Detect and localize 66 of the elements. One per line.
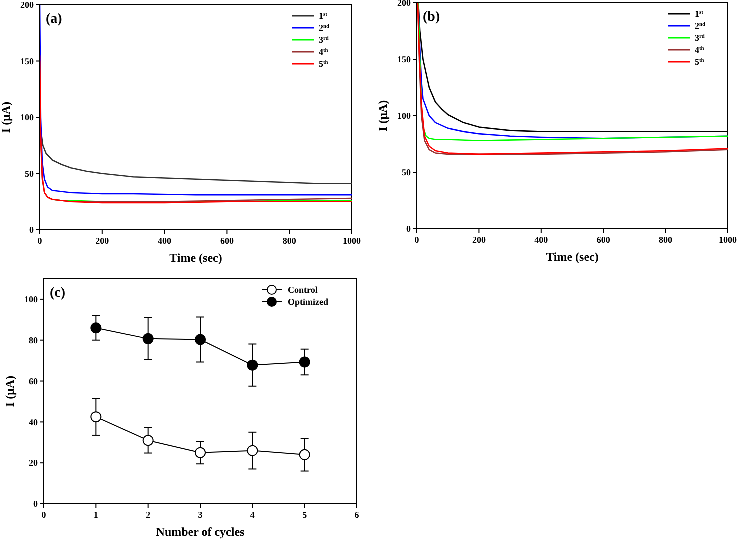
y-tick-label: 200 <box>398 0 412 8</box>
y-axis-title: I (μA) <box>0 102 13 134</box>
x-tick-label: 1000 <box>343 236 362 246</box>
y-tick-label: 50 <box>25 168 34 179</box>
y-tick-label: 100 <box>20 112 34 123</box>
x-tick-label: 600 <box>596 235 611 245</box>
y-tick-label: 150 <box>398 54 412 65</box>
legend-label: 5$^{th}$ <box>319 59 328 70</box>
point <box>247 360 258 371</box>
y-tick-label: 50 <box>402 168 412 178</box>
y-tick-label: 100 <box>24 294 38 305</box>
y-tick-label: 150 <box>20 56 34 66</box>
y-tick-label: 0 <box>30 225 34 236</box>
text: (b) <box>423 10 440 25</box>
legend-label: 3$^{rd}$ <box>319 35 329 46</box>
legend-label: 3$^{rd}$ <box>695 33 705 44</box>
point <box>195 447 206 458</box>
point <box>142 435 154 446</box>
x-tick-label: 1000 <box>719 235 738 245</box>
x-tick-label: 3 <box>198 510 204 520</box>
y-tick-label: 0 <box>34 499 38 510</box>
y-tick-label: 100 <box>398 111 412 122</box>
legend-label: 2$^{nd}$ <box>695 21 706 32</box>
legend-label: 2$^{nd}$ <box>319 23 330 34</box>
x-tick-label: 6 <box>354 510 360 520</box>
text: (c) <box>50 286 66 301</box>
legend-label: 1$^{st}$ <box>319 11 328 22</box>
legend-label: Optimized <box>288 297 328 308</box>
x-tick-label: 0 <box>414 235 420 245</box>
y-tick-label: 60 <box>29 376 38 386</box>
x-tick-label: 0 <box>42 510 47 520</box>
text: (a) <box>46 12 63 27</box>
point <box>142 333 154 344</box>
legend-label: 4$^{th}$ <box>319 47 328 58</box>
x-tick-label: 400 <box>158 236 172 246</box>
x-tick-label: 800 <box>659 235 674 245</box>
x-tick-label: 200 <box>96 236 110 246</box>
y-axis-title: I (μA) <box>376 100 390 132</box>
x-tick-label: 800 <box>282 236 297 246</box>
legend-label: 5$^{th}$ <box>695 57 704 68</box>
line-series <box>40 5 352 196</box>
point <box>299 449 310 460</box>
x-axis-title: Time (sec) <box>546 250 599 264</box>
x-tick-label: 4 <box>250 510 256 520</box>
legend-label: Control <box>288 285 318 296</box>
y-tick-label: 0 <box>406 224 412 234</box>
y-tick-label: 20 <box>29 458 38 468</box>
legend-label: 1$^{st}$ <box>695 9 704 20</box>
y-tick-label: 80 <box>29 336 38 346</box>
x-tick-label: 400 <box>534 235 549 245</box>
point <box>90 322 102 334</box>
x-tick-label: 200 <box>472 235 486 245</box>
point <box>247 445 258 456</box>
x-tick-label: 5 <box>302 510 308 520</box>
point <box>299 356 310 368</box>
x-axis-title: Time (sec) <box>170 251 222 265</box>
x-axis-title: Number of cycles <box>156 525 246 539</box>
point <box>90 412 102 423</box>
x-tick-label: 600 <box>220 236 234 246</box>
legend-label: 4$^{th}$ <box>695 45 704 56</box>
x-tick-label: 1 <box>94 510 99 520</box>
point <box>195 334 206 346</box>
x-tick-label: 2 <box>146 510 152 520</box>
y-tick-label: 40 <box>29 417 38 428</box>
y-axis-title: I (μA) <box>3 376 17 408</box>
y-tick-label: 200 <box>20 0 34 10</box>
